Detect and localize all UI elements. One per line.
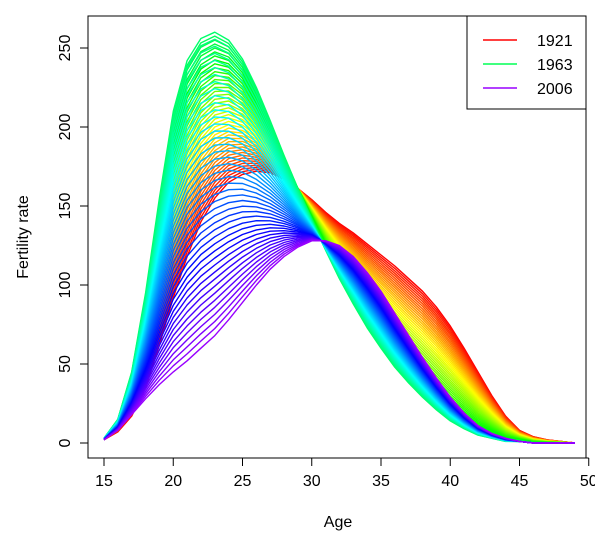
x-tick-label: 35 xyxy=(372,473,390,490)
series-line xyxy=(103,240,575,444)
x-tick-label: 25 xyxy=(234,473,252,490)
x-tick-label: 15 xyxy=(95,473,113,490)
y-axis-title: Fertility rate xyxy=(15,195,32,279)
legend-label: 1921 xyxy=(537,33,573,50)
y-tick-label: 0 xyxy=(57,438,74,447)
y-tick-label: 250 xyxy=(57,35,74,62)
y-tick-label: 200 xyxy=(57,114,74,141)
x-tick-label: 45 xyxy=(511,473,529,490)
legend: 1921 1963 2006 xyxy=(466,15,587,110)
y-tick-label: 100 xyxy=(57,272,74,299)
y-axis: 0 50 100 150 200 250 xyxy=(57,35,89,447)
x-axis: 15 20 25 30 35 40 45 50 xyxy=(95,457,595,490)
y-tick-label: 150 xyxy=(57,193,74,220)
legend-box xyxy=(466,15,587,110)
x-tick-label: 20 xyxy=(164,473,182,490)
legend-label: 2006 xyxy=(537,81,573,98)
x-tick-label: 30 xyxy=(303,473,321,490)
legend-label: 1963 xyxy=(537,57,573,74)
x-tick-label: 50 xyxy=(580,473,595,490)
x-axis-title: Age xyxy=(324,514,353,531)
curves-layer xyxy=(103,31,575,444)
y-tick-label: 50 xyxy=(57,355,74,373)
x-tick-label: 40 xyxy=(441,473,459,490)
